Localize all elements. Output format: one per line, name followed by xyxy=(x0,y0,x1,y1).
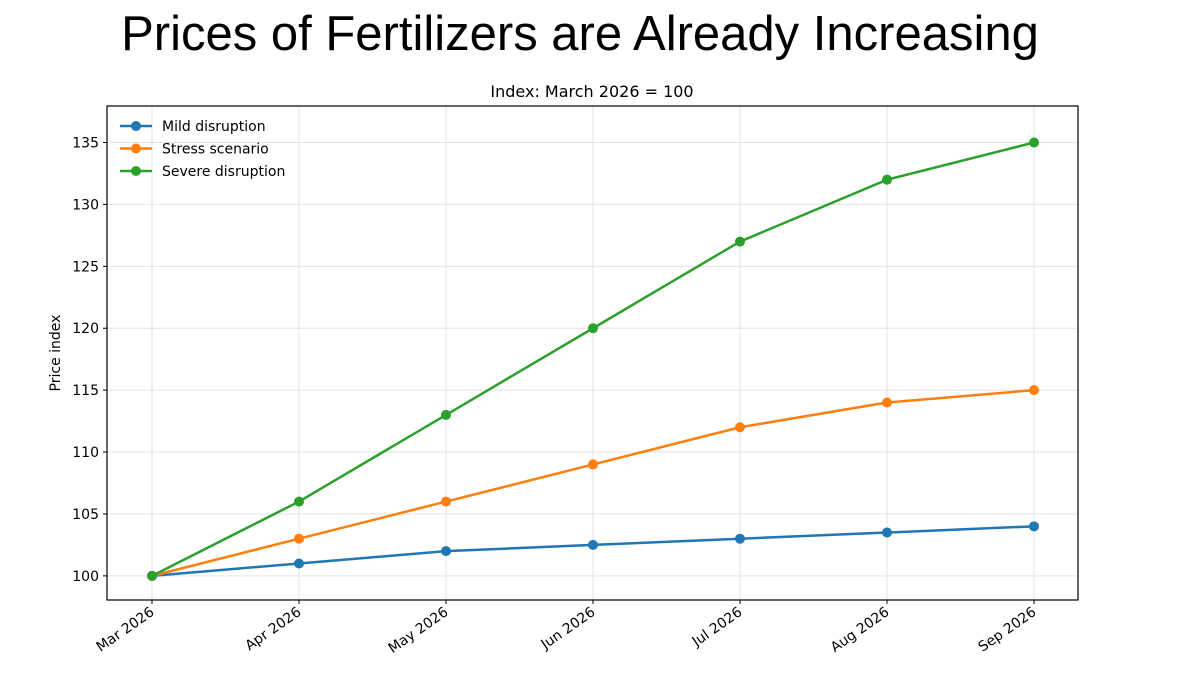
data-point xyxy=(588,539,598,550)
data-point xyxy=(294,533,304,544)
y-tick-label: 100 xyxy=(72,569,99,585)
legend-label: Stress scenario xyxy=(162,142,269,158)
data-point xyxy=(147,570,157,581)
legend-marker xyxy=(131,121,141,131)
data-point xyxy=(441,496,451,507)
x-tick-label: Jul 2026 xyxy=(689,604,746,650)
data-point xyxy=(1029,521,1039,532)
data-point xyxy=(1029,385,1039,396)
y-tick-label: 125 xyxy=(72,259,99,275)
x-tick-label: Mar 2026 xyxy=(94,604,158,655)
data-point xyxy=(735,422,745,433)
legend-label: Severe disruption xyxy=(162,164,285,180)
y-axis-label: Price index xyxy=(48,315,64,392)
y-tick-label: 135 xyxy=(72,136,99,152)
data-point xyxy=(441,409,451,420)
y-tick-label: 105 xyxy=(72,507,99,523)
y-tick-label: 120 xyxy=(72,321,99,337)
chart-title: Index: March 2026 = 100 xyxy=(490,82,693,101)
data-point xyxy=(294,496,304,507)
data-point xyxy=(882,397,892,408)
data-point xyxy=(735,236,745,247)
data-point xyxy=(588,459,598,470)
x-tick-label: Apr 2026 xyxy=(242,604,304,654)
legend: Mild disruption Stress scenario Severe dis… xyxy=(120,119,285,180)
legend-label: Mild disruption xyxy=(162,119,266,135)
data-point xyxy=(294,558,304,569)
legend-marker xyxy=(131,166,141,176)
x-tick-label: Jun 2026 xyxy=(538,604,599,653)
x-tick-label: Aug 2026 xyxy=(828,604,892,656)
x-tick-label: May 2026 xyxy=(386,604,452,657)
y-tick-label: 130 xyxy=(72,197,99,213)
y-tick-label: 115 xyxy=(72,383,99,399)
data-point xyxy=(441,546,451,557)
slide-title: Prices of Fertilizers are Already Increa… xyxy=(121,7,1039,61)
data-point xyxy=(1029,137,1039,148)
y-tick-label: 110 xyxy=(72,445,99,461)
data-point xyxy=(882,174,892,185)
data-point xyxy=(735,533,745,544)
legend-marker xyxy=(131,143,141,154)
x-tick-label: Sep 2026 xyxy=(976,604,1040,655)
data-point xyxy=(882,527,892,538)
data-point xyxy=(588,323,598,334)
